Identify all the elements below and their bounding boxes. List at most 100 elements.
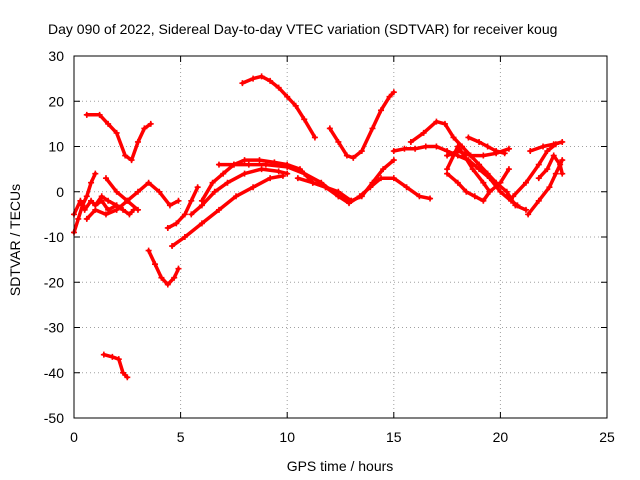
data-point-marker (198, 220, 205, 227)
data-point-marker (188, 197, 195, 204)
data-point-marker (166, 202, 173, 209)
data-point-marker (134, 206, 141, 213)
data-point-marker (181, 211, 188, 218)
data-point-marker (497, 188, 504, 195)
data-point-marker (527, 148, 534, 155)
data-point-marker (115, 356, 122, 363)
data-point-marker (433, 118, 440, 125)
data-point-marker (450, 134, 457, 141)
data-point-marker (284, 163, 291, 170)
data-point-marker (486, 188, 493, 195)
data-point-marker (358, 148, 365, 155)
data-point-marker (169, 243, 176, 250)
data-point-marker (262, 161, 269, 168)
series-arc-24 (527, 138, 566, 155)
series-arc-13 (215, 161, 434, 207)
data-point-marker (522, 206, 529, 213)
data-point-marker (83, 193, 90, 200)
data-point-marker (544, 166, 551, 173)
chart-title: Day 090 of 2022, Sidereal Day-to-day VTE… (48, 21, 557, 37)
data-point-marker (81, 206, 88, 213)
data-point-marker (550, 152, 557, 159)
data-point-marker (476, 161, 483, 168)
data-point-marker (145, 247, 152, 254)
data-point-marker (350, 154, 357, 161)
series-arc-26 (535, 152, 566, 182)
data-point-marker (245, 161, 252, 168)
data-point-marker (444, 170, 451, 177)
data-point-marker (241, 170, 248, 177)
data-point-marker (88, 179, 95, 186)
series-line (104, 176, 140, 212)
x-axis-label: GPS time / hours (287, 458, 394, 474)
data-point-marker (390, 148, 397, 155)
x-tick-label: 0 (70, 429, 78, 445)
data-point-marker (416, 193, 423, 200)
data-point-marker (301, 170, 308, 177)
data-point-marker (380, 166, 387, 173)
data-point-marker (134, 138, 141, 145)
x-tick-label: 25 (599, 429, 615, 445)
data-point-marker (550, 141, 557, 148)
data-point-marker (454, 148, 461, 155)
data-point-marker (454, 179, 461, 186)
data-point-marker (230, 161, 237, 168)
data-point-marker (535, 161, 542, 168)
data-point-marker (378, 107, 385, 114)
data-point-marker (540, 143, 547, 150)
axis-ticks: 0 5 10 15 20 25 -50 -40 -30 -20 -10 0 10 20 30 (44, 48, 615, 445)
series-arc-06 (83, 111, 154, 164)
data-point-marker (241, 157, 248, 164)
data-point-marker (505, 145, 512, 152)
series-line (466, 135, 507, 156)
data-point-marker (493, 148, 500, 155)
data-point-marker (348, 197, 355, 204)
data-point-marker (284, 93, 291, 100)
data-point-marker (105, 120, 112, 127)
data-point-marker (390, 89, 397, 96)
data-point-marker (100, 351, 107, 358)
data-point-marker (292, 102, 299, 109)
series-line (445, 167, 511, 203)
data-point-marker (309, 179, 316, 186)
data-point-marker (335, 138, 342, 145)
data-point-marker (96, 111, 103, 118)
data-point-marker (134, 188, 141, 195)
data-point-marker (497, 179, 504, 186)
data-point-marker (412, 145, 419, 152)
series-arc-15 (239, 73, 318, 141)
data-point-marker (258, 73, 265, 80)
data-point-marker (256, 157, 263, 164)
data-point-marker (175, 197, 182, 204)
data-point-marker (171, 274, 178, 281)
data-point-marker (152, 261, 159, 268)
data-point-marker (275, 84, 282, 91)
data-point-marker (525, 211, 532, 218)
data-point-marker (258, 166, 265, 173)
data-point-marker (122, 152, 129, 159)
data-point-marker (484, 170, 491, 177)
data-point-marker (275, 168, 282, 175)
data-point-marker (322, 184, 329, 191)
data-point-marker (113, 188, 120, 195)
y-tick-label: -20 (44, 274, 64, 290)
data-point-marker (463, 188, 470, 195)
series-arc-05 (102, 175, 141, 213)
data-point-marker (390, 175, 397, 182)
series-arc-10 (169, 172, 286, 250)
data-point-marker (92, 206, 99, 213)
data-point-marker (367, 184, 374, 191)
data-point-marker (301, 116, 308, 123)
data-point-marker (480, 179, 487, 186)
data-point-marker (403, 184, 410, 191)
data-point-marker (181, 234, 188, 240)
series-line (328, 90, 396, 160)
data-point-marker (128, 157, 135, 164)
data-point-marker (194, 184, 201, 191)
data-point-marker (98, 193, 105, 200)
series-arc-07 (100, 351, 131, 381)
y-tick-label: -50 (44, 410, 64, 426)
data-point-marker (505, 166, 512, 173)
data-point-marker (88, 197, 95, 204)
